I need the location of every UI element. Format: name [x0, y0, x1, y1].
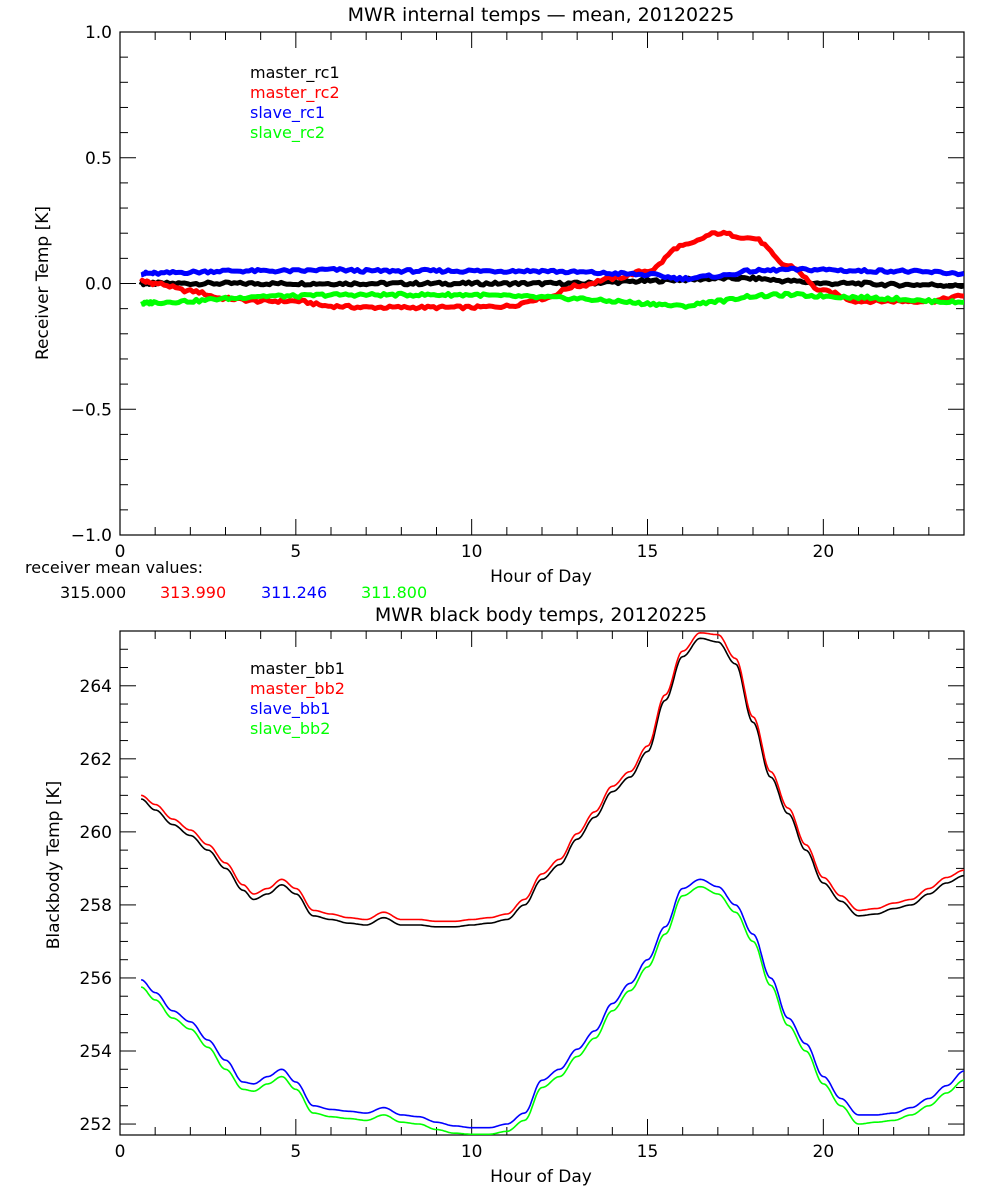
- plot-frame: [119, 630, 965, 1136]
- legend-entry-slave-rc2: slave_rc2: [250, 123, 325, 143]
- legend-entry-slave-rc1: slave_rc1: [250, 103, 325, 123]
- x-tick-label: 15: [637, 542, 659, 562]
- x-tick-label: 10: [461, 1142, 483, 1162]
- series-lines: [138, 229, 964, 312]
- y-tick-label: 252: [80, 1115, 112, 1135]
- receiver-temp-chart: MWR internal temps — mean, 20120225 Rece…: [33, 4, 965, 587]
- series-line-slave-rc2: [139, 290, 964, 310]
- x-tick-label: 0: [115, 1142, 126, 1162]
- axes: 0 5 10 15 20 252 254 256 258 260 262 264: [80, 630, 965, 1162]
- y-tick-label: 262: [80, 750, 112, 770]
- y-tick-label: 264: [80, 677, 112, 697]
- y-tick-label: 0.0: [85, 275, 112, 295]
- x-axis-title: Hour of Day: [490, 1167, 592, 1187]
- x-axis-title: Hour of Day: [490, 567, 592, 587]
- x-tick-label: 5: [290, 542, 301, 562]
- y-axis-title: Receiver Temp [K]: [33, 206, 53, 360]
- x-tick-label: 5: [290, 1142, 301, 1162]
- legend-entry-master-rc2: master_rc2: [250, 83, 340, 103]
- y-tick-label: 256: [80, 969, 112, 989]
- y-tick-label: 254: [80, 1042, 112, 1062]
- legend-entry-slave-bb2: slave_bb2: [250, 719, 330, 739]
- receiver-mean-value-slave-rc2: 311.800: [361, 583, 427, 602]
- legend-entry-master-bb2: master_bb2: [250, 679, 345, 699]
- blackbody-temp-chart: MWR black body temps, 20120225 Blackbody…: [44, 604, 965, 1187]
- x-tick-label: 20: [813, 1142, 835, 1162]
- y-tick-label: −0.5: [71, 400, 112, 420]
- y-tick-label: 0.5: [85, 149, 112, 169]
- receiver-mean-value-master-rc2: 313.990: [160, 583, 226, 602]
- y-tick-label: 1.0: [85, 23, 112, 43]
- chart-title: MWR internal temps — mean, 20120225: [348, 4, 735, 26]
- axes: 0 5 10 15 20 −1.0 −0.5 0.0 0.5 1.0: [71, 23, 965, 562]
- series-lines: [140, 631, 964, 1135]
- series-line-master-rc1: [138, 274, 964, 289]
- y-tick-label: 258: [80, 896, 112, 916]
- series-line-slave-bb2: [140, 885, 964, 1135]
- x-tick-label: 0: [115, 542, 126, 562]
- receiver-mean-value-slave-rc1: 311.246: [261, 583, 327, 602]
- receiver-mean-label: receiver mean values:: [25, 558, 203, 577]
- series-line-slave-bb1: [140, 878, 964, 1129]
- legend-entry-master-rc1: master_rc1: [250, 63, 340, 83]
- series-line-master-rc2: [139, 229, 964, 312]
- y-tick-label: 260: [80, 823, 112, 843]
- series-line-slave-rc1: [139, 265, 964, 283]
- series-line-master-bb1: [140, 637, 964, 928]
- receiver-mean-annotation: receiver mean values: 315.000 313.990 31…: [25, 558, 427, 602]
- x-tick-label: 10: [461, 542, 483, 562]
- receiver-mean-value-master-rc1: 315.000: [60, 583, 126, 602]
- y-tick-label: −1.0: [71, 526, 112, 546]
- y-axis-title: Blackbody Temp [K]: [44, 781, 64, 950]
- x-tick-label: 15: [637, 1142, 659, 1162]
- legend-entry-master-bb1: master_bb1: [250, 659, 345, 679]
- series-line-master-bb2: [140, 631, 964, 923]
- x-tick-label: 20: [813, 542, 835, 562]
- chart-title: MWR black body temps, 20120225: [375, 604, 707, 626]
- legend-entry-slave-bb1: slave_bb1: [250, 699, 330, 719]
